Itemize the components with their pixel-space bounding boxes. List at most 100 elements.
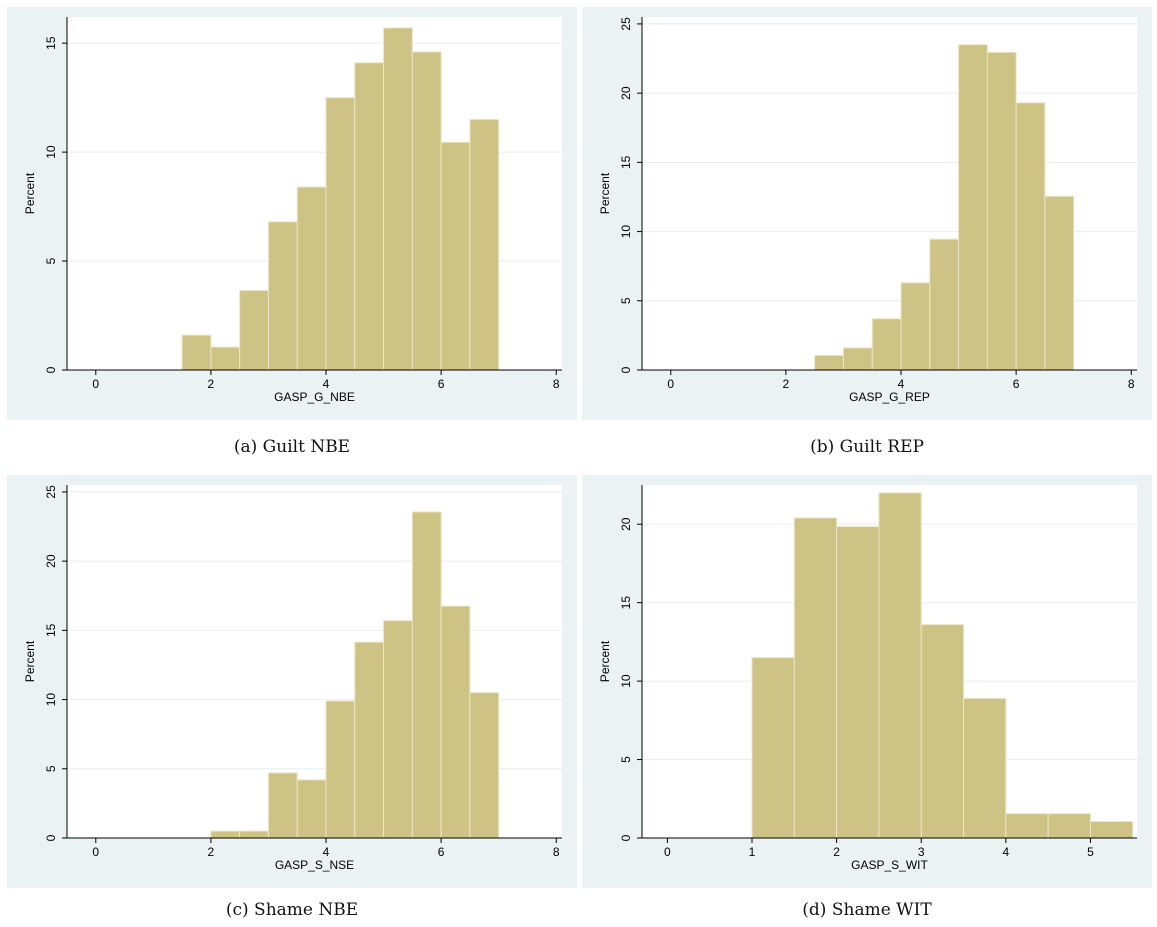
histogram-svg: 0 1 2 3 4 5 0 5 10 15 20 GASP_S_WIT Percent	[598, 485, 1137, 872]
histogram-bar	[210, 830, 241, 839]
histogram-bar	[239, 289, 269, 371]
x-tick-label: 1	[749, 845, 756, 859]
histogram-bar	[383, 620, 413, 839]
histogram-bar	[383, 27, 413, 371]
histogram-bar	[210, 346, 241, 371]
histogram-bar	[469, 118, 500, 371]
histogram-bar	[871, 318, 902, 371]
x-tick-label: 8	[553, 377, 560, 391]
histogram-bar	[1047, 813, 1091, 839]
x-tick-label: 4	[1003, 845, 1010, 859]
chart-guilt-nbe: 0 2 4 6 8 0 5 10 15 GASP_G_NBE Percent	[7, 7, 577, 420]
y-tick-label: 0	[619, 834, 633, 841]
histogram-svg: 0 2 4 6 8 0 5 10 15 GASP_G_NBE Percent	[23, 17, 562, 404]
histogram-bar	[986, 51, 1017, 371]
y-tick-label: 10	[44, 145, 58, 159]
caption-a: (a) Guilt NBE	[233, 437, 351, 457]
y-axis-label: Percent	[23, 640, 37, 682]
histogram-bar	[1089, 821, 1134, 839]
x-tick-label: 4	[323, 377, 330, 391]
y-tick-label: 5	[44, 257, 58, 264]
chart-shame-wit: 0 1 2 3 4 5 0 5 10 15 20 GASP_S_WIT Percent	[582, 475, 1152, 888]
y-tick-label: 0	[619, 366, 633, 373]
y-tick-label: 25	[44, 485, 58, 499]
y-tick-label: 5	[619, 756, 633, 763]
y-tick-label: 20	[619, 517, 633, 531]
y-axis-label: Percent	[598, 640, 612, 682]
y-axis-label: Percent	[598, 172, 612, 214]
y-tick-label: 0	[44, 366, 58, 373]
histogram-bar	[793, 517, 838, 839]
histogram-bar	[440, 141, 471, 371]
y-tick-label: 0	[44, 834, 58, 841]
histogram-bar	[1015, 102, 1046, 371]
x-axis-label: GASP_G_NBE	[274, 390, 355, 404]
y-tick-label: 5	[619, 297, 633, 304]
histogram-bar	[296, 186, 327, 371]
x-tick-label: 3	[918, 845, 925, 859]
x-tick-label: 2	[208, 377, 215, 391]
histogram-bar	[354, 641, 385, 839]
histogram-bar	[920, 624, 965, 839]
histogram-bar	[411, 511, 442, 839]
caption-d: (d) Shame WIT	[802, 900, 932, 920]
histogram-bar	[842, 347, 873, 371]
x-tick-label: 4	[323, 845, 330, 859]
x-tick-label: 0	[664, 845, 671, 859]
y-tick-label: 15	[619, 155, 633, 169]
y-tick-label: 25	[619, 17, 633, 31]
x-axis-label: GASP_S_WIT	[851, 858, 928, 872]
y-tick-label: 10	[44, 693, 58, 707]
y-tick-label: 15	[44, 36, 58, 50]
x-tick-label: 8	[553, 845, 560, 859]
x-tick-label: 6	[438, 845, 445, 859]
histogram-bar	[469, 692, 500, 839]
histogram-bar	[239, 830, 269, 839]
caption-b: (b) Guilt REP	[810, 437, 924, 457]
histogram-bar	[296, 779, 327, 839]
histogram-bar	[411, 51, 442, 371]
y-tick-label: 20	[44, 554, 58, 568]
y-tick-label: 5	[44, 765, 58, 772]
x-tick-label: 0	[92, 377, 99, 391]
x-tick-label: 0	[667, 377, 674, 391]
chart-guilt-rep: 0 2 4 6 8 0 5 10 15 20 25 GASP_G_REP Percent	[582, 7, 1152, 420]
histogram-bar	[814, 354, 844, 371]
x-tick-label: 8	[1128, 377, 1135, 391]
x-tick-label: 2	[208, 845, 215, 859]
y-axis-label: Percent	[23, 172, 37, 214]
y-tick-label: 10	[619, 674, 633, 688]
histogram-svg: 0 2 4 6 8 0 5 10 15 20 25 GASP_G_REP Percent	[598, 17, 1137, 404]
histogram-bar	[1005, 813, 1049, 839]
x-tick-label: 2	[833, 845, 840, 859]
histogram-bar	[440, 605, 471, 839]
histogram-bar	[325, 97, 356, 371]
x-tick-label: 6	[438, 377, 445, 391]
x-tick-label: 6	[1013, 377, 1020, 391]
histogram-bar	[267, 772, 298, 839]
histogram-svg: 0 2 4 6 8 0 5 10 15 20 25 GASP_S_NSE Percent	[23, 485, 562, 872]
histogram-bar	[1044, 195, 1075, 371]
histogram-bar	[878, 492, 922, 839]
x-axis-label: GASP_G_REP	[849, 390, 930, 404]
x-axis-label: GASP_S_NSE	[275, 858, 354, 872]
histogram-bar	[181, 334, 212, 371]
histogram-bar	[751, 657, 795, 839]
y-tick-label: 15	[619, 596, 633, 610]
histogram-bar	[963, 697, 1007, 839]
chart-shame-nbe: 0 2 4 6 8 0 5 10 15 20 25 GASP_S_NSE Percent	[7, 475, 577, 888]
y-tick-label: 15	[44, 623, 58, 637]
histogram-bar	[929, 238, 960, 371]
histogram-bar	[958, 44, 988, 371]
x-tick-label: 0	[92, 845, 99, 859]
x-tick-label: 4	[898, 377, 905, 391]
histogram-bar	[354, 62, 385, 371]
histogram-bar	[325, 700, 356, 839]
histogram-bar	[267, 221, 298, 371]
histogram-bar	[900, 282, 931, 371]
histogram-bar	[836, 526, 880, 839]
x-tick-label: 5	[1087, 845, 1094, 859]
x-tick-label: 2	[783, 377, 790, 391]
y-tick-label: 20	[619, 86, 633, 100]
y-tick-label: 10	[619, 225, 633, 239]
